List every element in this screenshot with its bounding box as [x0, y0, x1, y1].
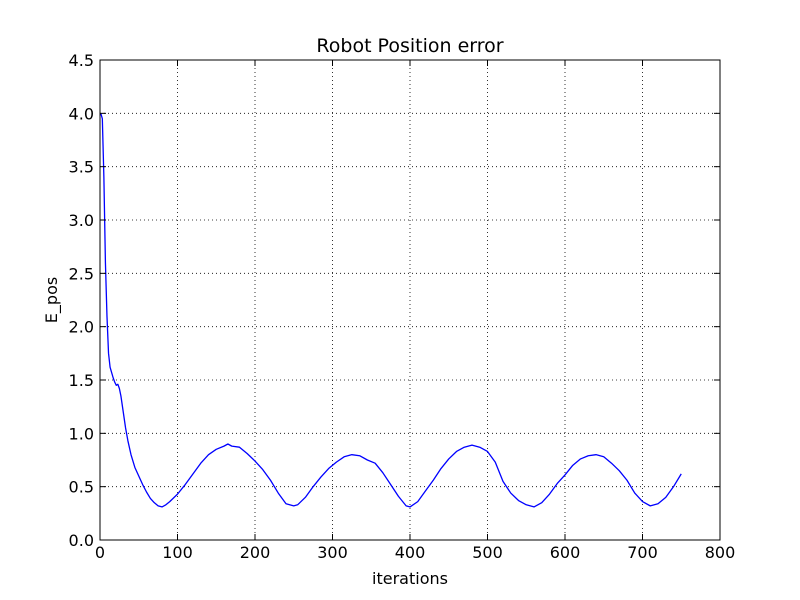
- x-tick-label: 800: [705, 543, 736, 562]
- ticks: 0 100 200 300 400 500 600 700 800 0.0 0.5 1.0 1.5 2.0…: [69, 51, 736, 562]
- x-tick-label: 700: [627, 543, 658, 562]
- series-line-0: [100, 113, 682, 508]
- x-axis-label: iterations: [372, 569, 448, 588]
- y-tick-label: 3.5: [69, 158, 94, 177]
- y-tick-label: 1.0: [69, 424, 94, 443]
- chart-title: Robot Position error: [316, 35, 503, 57]
- y-tick-label: 0.0: [69, 531, 94, 550]
- x-tick-label: 500: [472, 543, 503, 562]
- x-tick-label: 0: [95, 543, 105, 562]
- y-tick-label: 0.5: [69, 478, 94, 497]
- x-tick-label: 400: [395, 543, 426, 562]
- y-tick-label: 4.0: [69, 104, 94, 123]
- y-tick-label: 2.0: [69, 318, 94, 337]
- x-tick-label: 300: [317, 543, 348, 562]
- series-layer: [100, 113, 682, 508]
- y-tick-label: 1.5: [69, 371, 94, 390]
- y-tick-label: 3.0: [69, 211, 94, 230]
- y-axis-label: E_pos: [42, 277, 62, 323]
- y-tick-label: 4.5: [69, 51, 94, 70]
- x-tick-label: 600: [550, 543, 581, 562]
- y-tick-label: 2.5: [69, 264, 94, 283]
- x-tick-label: 200: [240, 543, 271, 562]
- x-tick-label: 100: [162, 543, 193, 562]
- grid: [100, 60, 720, 540]
